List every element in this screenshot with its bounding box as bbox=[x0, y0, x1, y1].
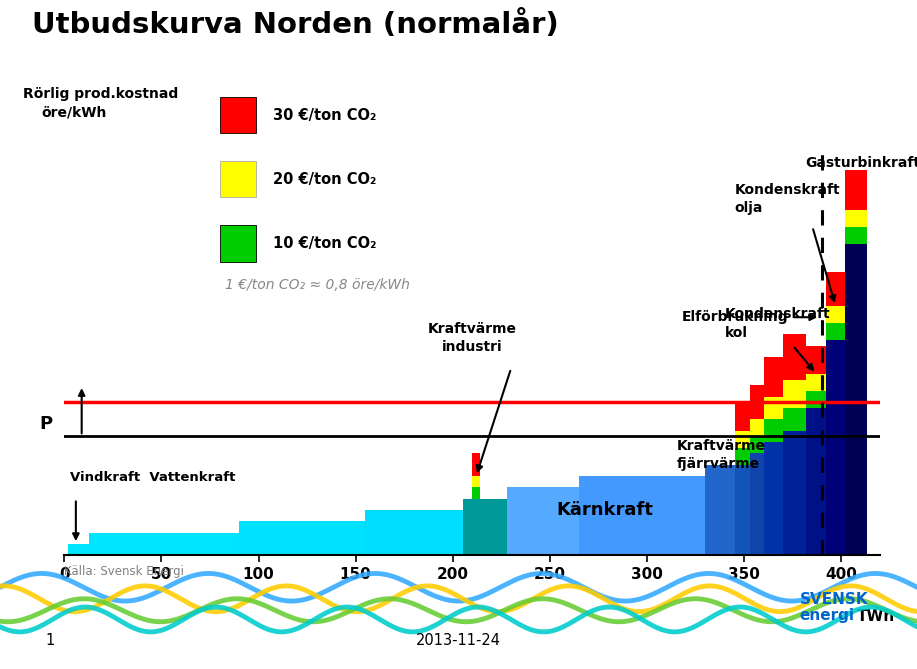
Text: Utbudskurva Norden (normalår): Utbudskurva Norden (normalår) bbox=[32, 10, 558, 39]
Bar bbox=[764, 397, 783, 419]
Text: Kondenskraft
kol: Kondenskraft kol bbox=[724, 308, 831, 340]
Bar bbox=[580, 476, 705, 555]
Bar bbox=[750, 419, 764, 436]
Text: Kraftvärme
industri: Kraftvärme industri bbox=[427, 322, 517, 354]
Bar bbox=[239, 521, 365, 555]
Text: SVENSK
energi: SVENSK energi bbox=[800, 592, 868, 624]
Bar bbox=[472, 487, 480, 498]
Bar bbox=[826, 272, 845, 306]
Bar bbox=[783, 431, 806, 555]
Bar bbox=[783, 379, 806, 408]
Text: TWh: TWh bbox=[857, 609, 896, 624]
Bar bbox=[220, 97, 257, 133]
Bar bbox=[735, 464, 750, 555]
Bar bbox=[705, 464, 735, 555]
Bar bbox=[783, 334, 806, 379]
Bar bbox=[735, 448, 750, 464]
Bar bbox=[764, 419, 783, 442]
Bar bbox=[472, 476, 480, 487]
Text: 1 €/ton CO₂ ≈ 0,8 öre/kWh: 1 €/ton CO₂ ≈ 0,8 öre/kWh bbox=[225, 278, 410, 292]
Text: Kraftvärme
fjärrvärme: Kraftvärme fjärrvärme bbox=[677, 439, 766, 472]
Bar bbox=[764, 357, 783, 397]
Bar bbox=[806, 391, 826, 408]
Text: Kondenskraft
olja: Kondenskraft olja bbox=[735, 183, 840, 215]
Bar bbox=[764, 442, 783, 555]
Bar bbox=[750, 454, 764, 555]
Text: P: P bbox=[39, 415, 52, 434]
Bar bbox=[220, 161, 257, 197]
Text: Rörlig prod.kostnad: Rörlig prod.kostnad bbox=[23, 87, 178, 101]
Bar bbox=[826, 306, 845, 323]
Bar bbox=[826, 323, 845, 340]
Bar bbox=[845, 227, 867, 244]
Bar bbox=[806, 346, 826, 374]
Bar bbox=[750, 385, 764, 419]
Bar bbox=[735, 431, 750, 448]
Bar bbox=[826, 340, 845, 555]
Bar bbox=[507, 487, 580, 555]
Bar bbox=[735, 402, 750, 431]
Text: Kärnkraft: Kärnkraft bbox=[556, 501, 653, 519]
Text: Vindkraft  Vattenkraft: Vindkraft Vattenkraft bbox=[70, 472, 236, 484]
Bar bbox=[462, 498, 507, 555]
Bar bbox=[68, 544, 90, 555]
Bar bbox=[220, 225, 257, 262]
Text: Källa: Svensk Energi: Källa: Svensk Energi bbox=[64, 565, 184, 578]
Bar bbox=[806, 374, 826, 391]
Text: Elförbrukning: Elförbrukning bbox=[682, 310, 815, 324]
Text: 20 €/ton CO₂: 20 €/ton CO₂ bbox=[272, 172, 376, 187]
Bar bbox=[90, 533, 239, 555]
Text: 1: 1 bbox=[46, 633, 55, 648]
Text: 10 €/ton CO₂: 10 €/ton CO₂ bbox=[272, 236, 376, 251]
Bar bbox=[472, 454, 480, 476]
Bar bbox=[845, 244, 867, 555]
Text: Gasturbinkraft: Gasturbinkraft bbox=[805, 156, 917, 170]
Bar bbox=[845, 170, 867, 209]
Bar bbox=[750, 436, 764, 454]
Bar bbox=[365, 510, 462, 555]
Text: 2013-11-24: 2013-11-24 bbox=[416, 633, 501, 648]
Bar bbox=[806, 408, 826, 555]
Text: 30 €/ton CO₂: 30 €/ton CO₂ bbox=[272, 108, 376, 122]
Bar bbox=[783, 408, 806, 431]
Text: öre/kWh: öre/kWh bbox=[41, 105, 106, 119]
Bar bbox=[845, 209, 867, 227]
